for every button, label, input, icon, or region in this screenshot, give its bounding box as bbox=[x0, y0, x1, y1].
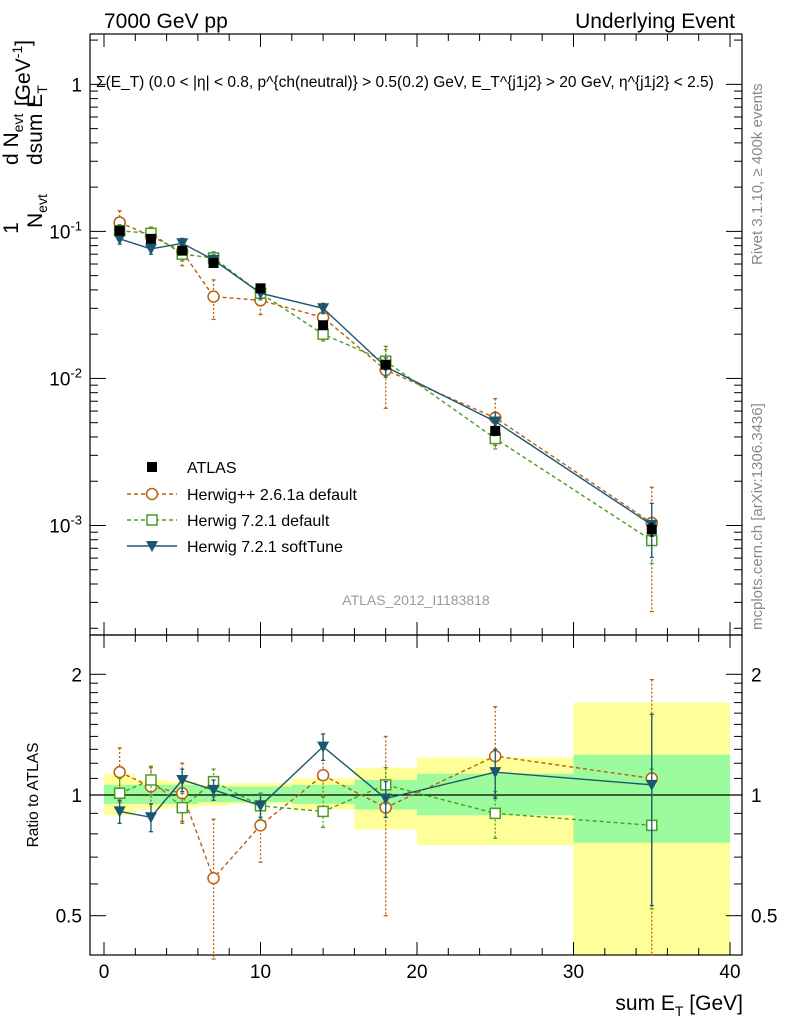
marker-triangle bbox=[317, 303, 330, 315]
marker-triangle bbox=[146, 541, 158, 552]
marker-square bbox=[145, 233, 156, 244]
marker-square bbox=[255, 283, 266, 294]
main-y-axis-title: 1 Nevt d Nevt dsum ET [GeV-1] bbox=[0, 40, 50, 234]
marker-triangle bbox=[489, 767, 502, 779]
marker-open-circle bbox=[254, 819, 267, 832]
marker-square bbox=[490, 425, 501, 436]
marker-open-circle bbox=[145, 487, 159, 501]
marker-open-square bbox=[176, 801, 188, 814]
analysis-id: ATLAS_2012_I1183818 bbox=[342, 592, 490, 608]
marker-open-square bbox=[317, 328, 329, 340]
main-series-line bbox=[119, 230, 653, 542]
marker-triangle bbox=[489, 416, 502, 428]
marker-square bbox=[318, 320, 329, 331]
ratio-y-tick-label: 2 bbox=[71, 665, 82, 686]
legend-label-1: Herwig++ 2.6.1a default bbox=[187, 487, 357, 504]
x-tick-label: 10 bbox=[250, 962, 271, 983]
ratio-y-tick-label: 1 bbox=[71, 786, 82, 807]
y-tick-exponent: -1 bbox=[70, 218, 82, 233]
marker-open-square bbox=[146, 514, 158, 526]
x-tick-label: 0 bbox=[99, 962, 110, 983]
y-tick-label: 10-1 bbox=[49, 218, 82, 243]
legend: ATLAS Herwig++ 2.6.1a default Herwig 7.2.1… bbox=[127, 460, 357, 556]
x-tick-label: 30 bbox=[563, 962, 584, 983]
ratio-y-tick-label-right: 1 bbox=[751, 786, 762, 807]
ratio-y-tick-label-right: 2 bbox=[751, 665, 762, 686]
y-title-dn: d Nevt bbox=[0, 114, 26, 165]
marker-triangle bbox=[254, 800, 267, 812]
data-series bbox=[113, 210, 658, 960]
marker-open-circle bbox=[207, 290, 220, 303]
ratio-series-2 bbox=[113, 713, 658, 907]
marker-triangle bbox=[317, 741, 330, 753]
marker-triangle bbox=[113, 233, 126, 245]
legend-label-0: ATLAS bbox=[187, 460, 237, 477]
marker-square bbox=[646, 524, 657, 535]
y-tick-label: 1 bbox=[71, 75, 82, 96]
legend-label-3: Herwig 7.2.1 softTune bbox=[187, 539, 343, 556]
marker-triangle bbox=[144, 243, 157, 255]
ratio-y-tick-label: 0.5 bbox=[56, 907, 82, 928]
marker-triangle bbox=[645, 779, 658, 791]
x-axis-title: sum ET [GeV] bbox=[615, 992, 743, 1019]
ratio-y-tick-label-right: 0.5 bbox=[751, 907, 777, 928]
ratio-uncertainty-bands bbox=[104, 702, 730, 955]
y-title-unit: [GeV-1] bbox=[9, 40, 35, 106]
y-tick-exponent: -3 bbox=[70, 512, 82, 527]
axis-ticks: 0 10 20 30 40 1 10-1 10-2 10-3 0.5 0.5 1 1 2 2 bbox=[49, 34, 777, 983]
marker-open-circle bbox=[207, 872, 220, 885]
legend-label-2: Herwig 7.2.1 default bbox=[187, 513, 330, 530]
x-tick-label: 40 bbox=[719, 962, 740, 983]
main-series-line bbox=[119, 238, 653, 526]
y-title-dsum: dsum ET bbox=[24, 85, 50, 165]
marker-triangle bbox=[207, 784, 220, 796]
marker-triangle bbox=[176, 774, 189, 786]
marker-triangle bbox=[176, 238, 189, 250]
marker-square bbox=[147, 462, 157, 472]
y-tick-label: 10-2 bbox=[49, 365, 82, 390]
marker-open-square bbox=[113, 787, 126, 800]
mcplots-label: mcplots.cern.ch [arXiv:1306.3436] bbox=[749, 403, 766, 630]
header-left: 7000 GeV pp bbox=[104, 10, 228, 33]
marker-triangle bbox=[113, 806, 126, 818]
y-title-one: 1 bbox=[0, 222, 23, 234]
y-title-nevt: Nevt bbox=[24, 194, 50, 228]
marker-triangle bbox=[144, 812, 157, 824]
y-tick-label: 10-3 bbox=[49, 512, 82, 537]
marker-open-circle bbox=[113, 765, 126, 779]
marker-open-square bbox=[489, 807, 501, 820]
x-tick-label: 20 bbox=[406, 962, 427, 983]
marker-open-square bbox=[145, 774, 157, 786]
y-tick-exponent: -2 bbox=[70, 365, 82, 380]
marker-open-circle bbox=[316, 769, 330, 782]
marker-square bbox=[208, 257, 219, 268]
cut-description: Σ(E_T) (0.0 < |η| < 0.8, p^{ch(neutral)}… bbox=[96, 74, 714, 91]
marker-square bbox=[114, 225, 125, 236]
ratio-y-axis-title: Ratio to ATLAS bbox=[25, 743, 42, 848]
header-right: Underlying Event bbox=[575, 10, 735, 33]
main-series-0 bbox=[114, 225, 657, 537]
band-inner-5 bbox=[291, 784, 355, 804]
marker-open-square bbox=[317, 805, 329, 818]
marker-triangle bbox=[379, 793, 392, 805]
cut-description-text: Σ(E_T) (0.0 < |η| < 0.8, p^{ch(neutral)}… bbox=[96, 74, 714, 91]
rivet-label: Rivet 3.1.10, ≥ 400k events bbox=[749, 83, 766, 265]
marker-square bbox=[177, 245, 188, 256]
marker-square bbox=[380, 359, 391, 370]
